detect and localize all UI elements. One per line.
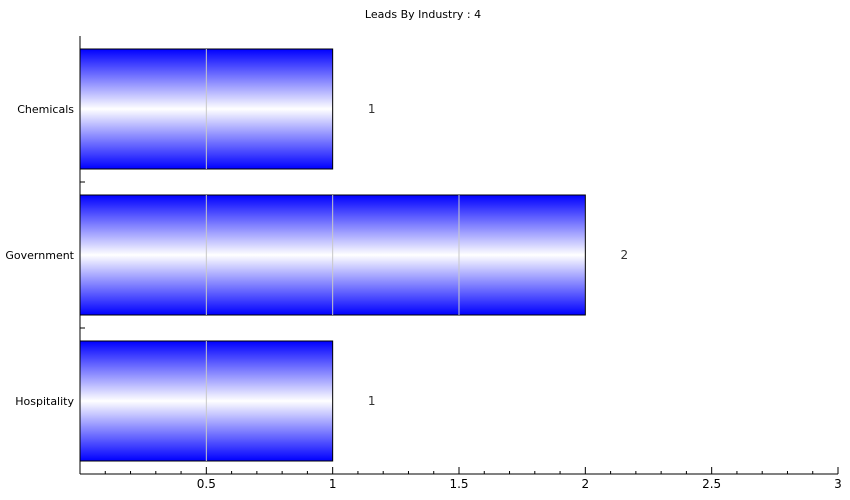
category-label: Chemicals xyxy=(17,103,74,116)
x-tick-label: 2.5 xyxy=(702,477,721,491)
x-tick-label: 0.5 xyxy=(197,477,216,491)
data-label: 1 xyxy=(368,394,376,408)
data-label: 2 xyxy=(621,248,629,262)
chart-title: Leads By Industry : 4 xyxy=(365,8,481,21)
x-tick-label: 2 xyxy=(582,477,590,491)
x-tick-label: 1 xyxy=(329,477,337,491)
data-label: 1 xyxy=(368,102,376,116)
x-tick-label: 1.5 xyxy=(449,477,468,491)
category-label: Government xyxy=(5,249,74,262)
category-label: Hospitality xyxy=(15,395,74,408)
plot-area: 0.5 1 1.5 2 2.5 3 Chemicals 1 Government 2 Hospita… xyxy=(5,36,842,491)
x-tick-label: 3 xyxy=(834,477,842,491)
